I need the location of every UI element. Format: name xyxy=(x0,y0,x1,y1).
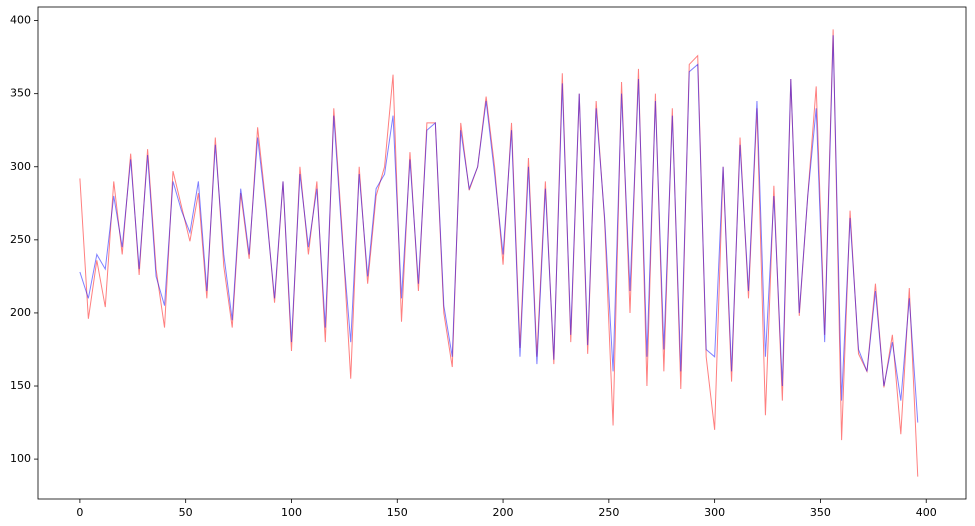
x-tick-label: 200 xyxy=(493,506,514,519)
y-tick-label: 300 xyxy=(10,160,31,173)
y-tick-label: 150 xyxy=(10,379,31,392)
x-tick-label: 350 xyxy=(810,506,831,519)
y-tick-label: 400 xyxy=(10,14,31,27)
y-tick-label: 350 xyxy=(10,87,31,100)
x-tick-label: 250 xyxy=(598,506,619,519)
x-tick-label: 0 xyxy=(76,506,83,519)
y-tick-label: 100 xyxy=(10,452,31,465)
x-tick-label: 150 xyxy=(387,506,408,519)
series-line xyxy=(79,35,919,423)
x-tick-label: 100 xyxy=(281,506,302,519)
plot-frame xyxy=(37,6,967,500)
series-line xyxy=(79,29,919,477)
y-tick-label: 200 xyxy=(10,306,31,319)
x-tick-label: 50 xyxy=(179,506,193,519)
y-tick-label: 250 xyxy=(10,233,31,246)
x-tick-label: 300 xyxy=(704,506,725,519)
x-tick-label: 400 xyxy=(916,506,937,519)
